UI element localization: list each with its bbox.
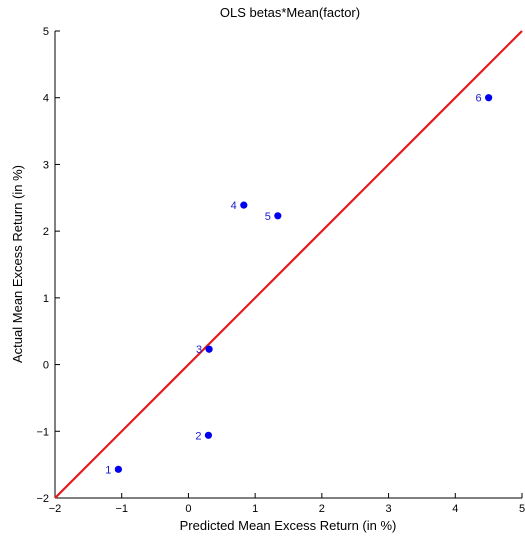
y-tick-label: 0: [43, 360, 49, 372]
data-point: [114, 465, 122, 473]
y-tick-label: 4: [43, 93, 49, 105]
data-point: [205, 345, 213, 353]
y-tick-label: 1: [43, 293, 49, 305]
y-tick-label: −2: [36, 493, 49, 505]
chart-title: OLS betas*Mean(factor): [220, 5, 360, 20]
point-label: 1: [105, 464, 111, 476]
y-tick-label: 3: [43, 159, 49, 171]
point-label: 6: [476, 93, 482, 105]
x-ticks: −2 −1 0 1 2 3 4 5: [49, 493, 525, 515]
x-tick-label: 0: [185, 503, 191, 515]
y-tick-label: 2: [43, 226, 49, 238]
data-point: [240, 201, 248, 209]
data-points: 1 2 3 4 5 6: [105, 93, 493, 476]
x-tick-label: −1: [115, 503, 128, 515]
data-point: [485, 94, 493, 102]
reference-line: [54, 30, 523, 499]
x-tick-label: 1: [252, 503, 258, 515]
y-tick-label: −1: [36, 426, 49, 438]
axes-frame: [54, 31, 522, 499]
y-ticks: −2 −1 0 1 2 3 4 5: [36, 26, 60, 505]
point-label: 5: [265, 211, 271, 223]
point-label: 4: [231, 200, 237, 212]
x-tick-label: 4: [452, 503, 458, 515]
x-axis-label: Predicted Mean Excess Return (in %): [180, 518, 397, 533]
point-label: 3: [196, 344, 202, 356]
point-label: 2: [195, 430, 201, 442]
x-tick-label: 3: [386, 503, 392, 515]
x-tick-label: −2: [49, 503, 62, 515]
y-axis-label: Actual Mean Excess Return (in %): [10, 165, 25, 363]
x-tick-label: 2: [319, 503, 325, 515]
y-tick-label: 5: [43, 26, 49, 38]
data-point: [274, 212, 282, 220]
data-point: [204, 431, 213, 439]
x-tick-label: 5: [519, 503, 525, 515]
